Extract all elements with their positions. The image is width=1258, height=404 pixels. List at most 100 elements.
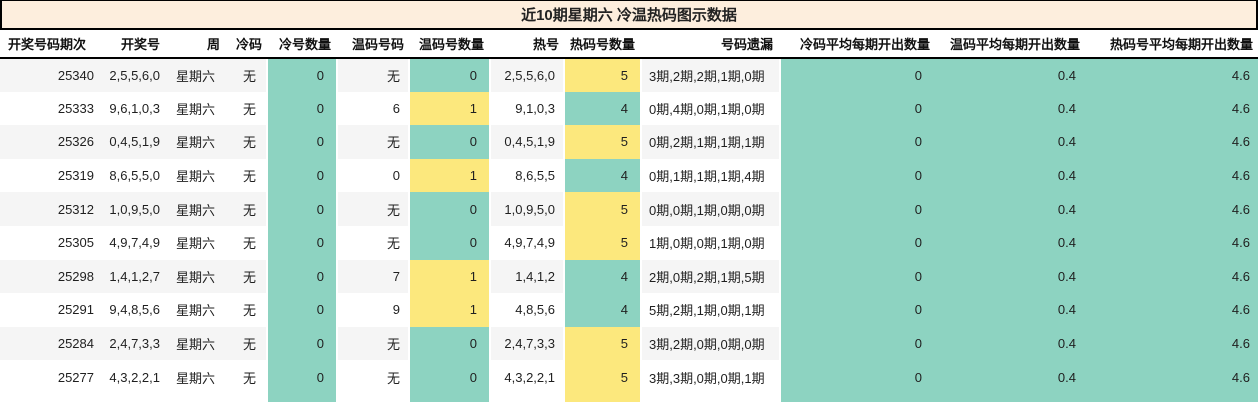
cell-cold: 无 — [242, 337, 256, 353]
cell-week: 星期六 — [175, 337, 215, 353]
cell-cold_avg: 0 — [779, 326, 935, 361]
cell-numbers: 1,4,1,2,7 — [109, 268, 160, 284]
cell-hot: 8,6,5,5 — [515, 168, 555, 184]
cell-numbers: 4,9,7,4,9 — [109, 235, 160, 251]
cell-warm_avg: 0.4 — [935, 158, 1085, 193]
cold-warm-hot-table: 开奖号码期次 开奖号 周 冷码 冷号数量 温码号码 温码号数量 热号 热码号数量… — [0, 30, 1258, 402]
cell-omission: 0期,0期,1期,0期,0期 — [649, 202, 765, 218]
column-header-cold: 冷码 — [225, 30, 267, 59]
column-header-cold-count: 冷号数量 — [267, 30, 337, 59]
bottom-strip-cell — [0, 394, 100, 402]
cell-hot_avg: 4.6 — [1085, 293, 1258, 327]
cell-cold_count: 0 — [266, 326, 338, 361]
cell-cold_count: 0 — [266, 91, 338, 126]
bottom-strip — [0, 393, 1258, 402]
cell-numbers: 2,5,5,6,0 — [109, 67, 160, 83]
cell-warm_count: 0 — [408, 225, 491, 260]
cell-warm_avg: 0.4 — [935, 58, 1085, 92]
cell-omission: 0期,4期,0期,1期,0期 — [649, 101, 765, 117]
cell-cold_count: 0 — [266, 58, 338, 92]
table-row: 25312 1,0,9,5,0 星期六无 0 无 0 1,0,9,5,0 5 0期,0期,1期,… — [0, 192, 1258, 226]
column-header-period: 开奖号码期次 — [0, 30, 100, 59]
cell-warm_count: 0 — [408, 192, 491, 226]
cell-warm_avg: 0.4 — [935, 192, 1085, 226]
cell-warm_avg: 0.4 — [935, 326, 1085, 361]
cell-hot_count: 5 — [563, 125, 642, 159]
bottom-strip-cell — [1085, 393, 1258, 402]
column-header-warm-count: 温码号数量 — [409, 30, 490, 59]
cell-warm_avg: 0.4 — [935, 225, 1085, 260]
cell-hot_avg: 4.6 — [1085, 91, 1258, 126]
bottom-strip-cell — [266, 393, 338, 402]
cell-week: 星期六 — [175, 135, 215, 151]
cell-warm_count: 0 — [408, 326, 491, 361]
cell-period: 25340 — [57, 67, 94, 83]
cell-cold: 无 — [242, 370, 256, 386]
cell-hot_count: 5 — [563, 225, 642, 260]
cell-hot_count: 5 — [563, 58, 642, 92]
cell-omission: 3期,2期,0期,0期,0期 — [649, 337, 765, 353]
table-header-row: 开奖号码期次 开奖号 周 冷码 冷号数量 温码号码 温码号数量 热号 热码号数量… — [0, 30, 1258, 59]
cell-cold_count: 0 — [266, 293, 338, 327]
cell-warm: 0 — [392, 168, 400, 184]
cell-week: 星期六 — [175, 303, 215, 319]
cell-hot: 1,4,1,2 — [515, 268, 555, 284]
cell-warm_count: 1 — [408, 158, 491, 193]
bottom-strip-cell — [225, 394, 267, 402]
cell-omission: 0期,2期,1期,1期,1期 — [649, 135, 765, 151]
cell-cold: 无 — [242, 101, 256, 117]
bottom-strip-cell — [165, 394, 225, 402]
cell-omission: 0期,1期,1期,1期,4期 — [649, 169, 765, 185]
table-row: 25333 9,6,1,0,3 星期六无 0 6 1 9,1,0,3 4 0期,4期,0期,1期… — [0, 91, 1258, 126]
cell-hot_count: 5 — [563, 326, 642, 361]
cell-warm: 无 — [386, 68, 400, 84]
cell-omission: 2期,0期,2期,1期,5期 — [649, 269, 765, 285]
cell-hot_avg: 4.6 — [1085, 158, 1258, 193]
table-body: 25340 2,5,5,6,0 星期六无 0 无 0 2,5,5,6,0 5 3期,2期,2期,… — [0, 58, 1258, 402]
bottom-strip-cell — [490, 394, 564, 402]
cell-week: 星期六 — [175, 202, 215, 218]
cell-warm_avg: 0.4 — [935, 91, 1085, 126]
table-row: 25319 8,6,5,5,0 星期六无 0 0 1 8,6,5,5 4 0期,1期,1期,1期… — [0, 158, 1258, 193]
cell-cold_avg: 0 — [779, 125, 935, 159]
cell-warm_avg: 0.4 — [935, 360, 1085, 394]
bottom-strip-cell — [563, 393, 642, 402]
cell-hot_avg: 4.6 — [1085, 125, 1258, 159]
column-header-numbers: 开奖号 — [100, 30, 165, 59]
cell-warm_count: 0 — [408, 125, 491, 159]
table-row: 25284 2,4,7,3,3 星期六无 0 无 0 2,4,7,3,3 5 3期,2期,0期,… — [0, 326, 1258, 361]
cell-week: 星期六 — [175, 101, 215, 117]
column-header-omission: 号码遗漏 — [641, 30, 780, 59]
cell-hot: 4,9,7,4,9 — [504, 235, 555, 251]
table-row: 25305 4,9,7,4,9 星期六无 0 无 0 4,9,7,4,9 5 1期,0期,0期,… — [0, 225, 1258, 260]
cell-warm_count: 1 — [408, 259, 491, 294]
cell-cold: 无 — [242, 68, 256, 84]
bottom-strip-cell — [408, 393, 491, 402]
cell-hot_avg: 4.6 — [1085, 360, 1258, 394]
cell-numbers: 1,0,9,5,0 — [109, 201, 160, 217]
cell-numbers: 9,6,1,0,3 — [109, 100, 160, 116]
table-row: 25277 4,3,2,2,1 星期六无 0 无 0 4,3,2,2,1 5 3期,3期,0期,… — [0, 360, 1258, 394]
cell-warm_avg: 0.4 — [935, 293, 1085, 327]
bottom-strip-cell — [935, 393, 1085, 402]
cell-hot: 9,1,0,3 — [515, 100, 555, 116]
cell-cold: 无 — [242, 303, 256, 319]
cell-week: 星期六 — [175, 236, 215, 252]
cell-omission: 3期,3期,0期,0期,1期 — [649, 370, 765, 386]
cell-hot_count: 5 — [563, 360, 642, 394]
table-row: 25340 2,5,5,6,0 星期六无 0 无 0 2,5,5,6,0 5 3期,2期,2期,… — [0, 58, 1258, 92]
cell-hot_count: 4 — [563, 293, 642, 327]
cell-hot: 4,3,2,2,1 — [504, 369, 555, 385]
cell-cold_count: 0 — [266, 192, 338, 226]
cell-warm_count: 0 — [408, 360, 491, 394]
cell-hot_avg: 4.6 — [1085, 225, 1258, 260]
cell-warm_count: 0 — [408, 58, 491, 92]
cell-numbers: 9,4,8,5,6 — [109, 302, 160, 318]
cell-warm: 9 — [392, 302, 400, 318]
column-header-warm-avg: 温码平均每期开出数量 — [935, 30, 1085, 59]
table-row: 25326 0,4,5,1,9 星期六无 0 无 0 0,4,5,1,9 5 0期,2期,1期,… — [0, 125, 1258, 159]
table-row: 25291 9,4,8,5,6 星期六无 0 9 1 4,8,5,6 4 5期,2期,1期,0期… — [0, 293, 1258, 327]
cell-cold_avg: 0 — [779, 360, 935, 394]
cell-hot_avg: 4.6 — [1085, 58, 1258, 92]
